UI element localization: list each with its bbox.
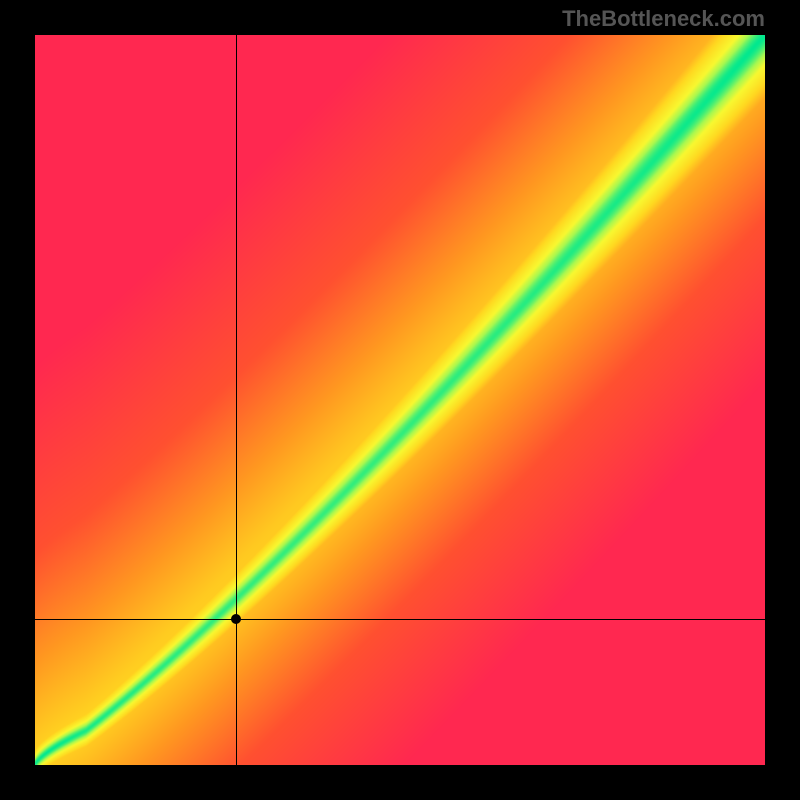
plot-area bbox=[35, 35, 765, 765]
watermark-text: TheBottleneck.com bbox=[562, 6, 765, 32]
heatmap-canvas bbox=[35, 35, 765, 765]
chart-container: TheBottleneck.com bbox=[0, 0, 800, 800]
crosshair-horizontal bbox=[35, 619, 765, 620]
crosshair-marker bbox=[231, 614, 241, 624]
crosshair-vertical bbox=[236, 35, 237, 765]
